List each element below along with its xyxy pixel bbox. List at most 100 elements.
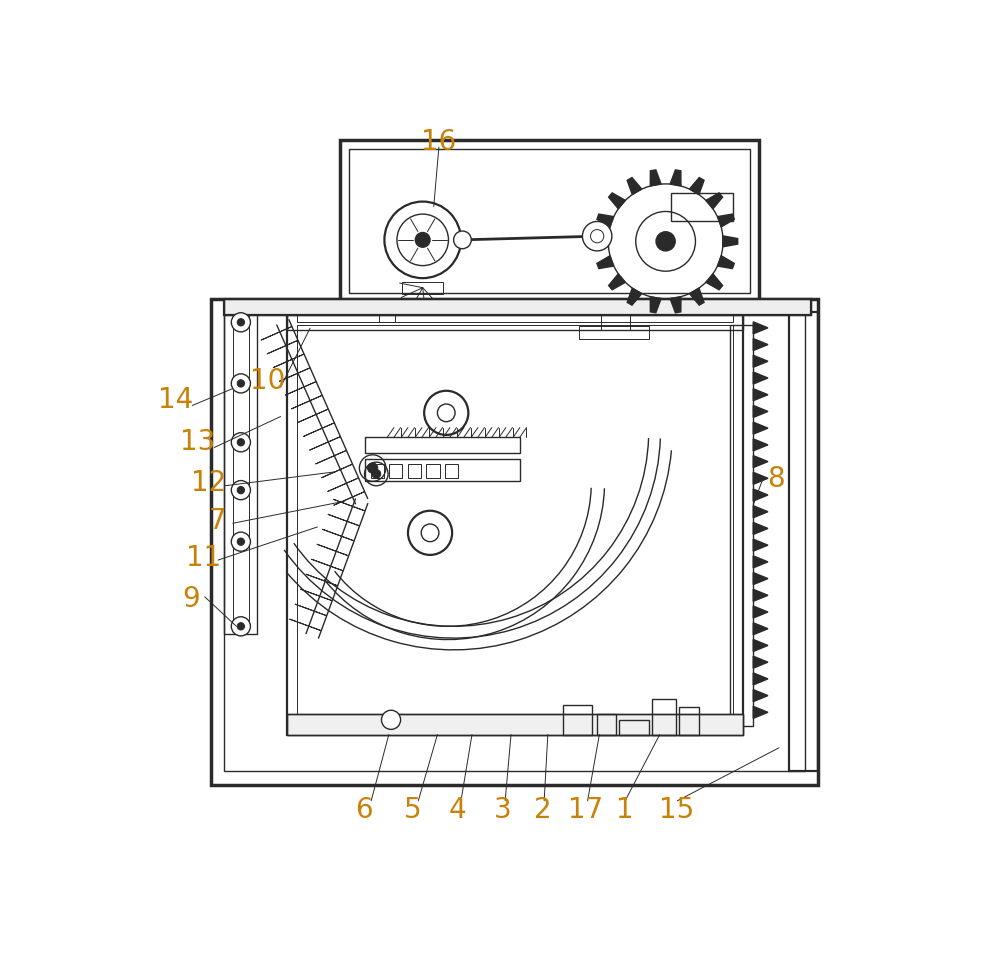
Bar — [730, 324, 753, 726]
Bar — [601, 308, 630, 330]
Text: 12: 12 — [191, 468, 226, 497]
Polygon shape — [753, 673, 768, 684]
Bar — [365, 437, 520, 453]
Polygon shape — [594, 236, 608, 247]
Text: 14: 14 — [158, 386, 193, 414]
Circle shape — [231, 374, 250, 393]
Bar — [224, 309, 257, 634]
Polygon shape — [334, 491, 365, 506]
Bar — [579, 326, 649, 339]
Polygon shape — [753, 423, 768, 434]
Polygon shape — [306, 575, 338, 586]
Polygon shape — [753, 439, 768, 451]
Text: 8: 8 — [767, 466, 785, 493]
Circle shape — [237, 487, 245, 494]
Circle shape — [237, 380, 245, 387]
Bar — [408, 464, 421, 478]
Polygon shape — [753, 405, 768, 418]
Polygon shape — [291, 396, 322, 409]
Circle shape — [381, 710, 401, 729]
Bar — [789, 312, 818, 771]
Polygon shape — [650, 296, 661, 313]
Circle shape — [237, 439, 245, 446]
Polygon shape — [295, 604, 327, 616]
Polygon shape — [261, 327, 292, 340]
Polygon shape — [597, 214, 614, 227]
Polygon shape — [753, 656, 768, 668]
Bar — [671, 193, 733, 222]
Polygon shape — [753, 338, 768, 351]
Text: 4: 4 — [448, 796, 466, 824]
Bar — [402, 282, 443, 293]
Text: 2: 2 — [534, 796, 551, 824]
Circle shape — [454, 231, 471, 249]
Polygon shape — [328, 514, 360, 526]
Bar — [371, 464, 384, 478]
Bar — [224, 299, 811, 315]
Bar — [297, 314, 733, 322]
Polygon shape — [627, 178, 642, 195]
Bar — [349, 148, 750, 293]
Circle shape — [582, 222, 612, 250]
Polygon shape — [650, 170, 661, 186]
Bar — [563, 706, 592, 734]
Circle shape — [237, 318, 245, 326]
Polygon shape — [753, 489, 768, 501]
Text: 6: 6 — [355, 796, 373, 824]
Bar — [224, 312, 805, 771]
Polygon shape — [322, 530, 354, 541]
Polygon shape — [753, 706, 768, 718]
Circle shape — [231, 313, 250, 332]
Polygon shape — [289, 619, 321, 631]
Text: 13: 13 — [180, 428, 215, 456]
Polygon shape — [753, 322, 768, 334]
Polygon shape — [753, 472, 768, 485]
Polygon shape — [300, 589, 332, 600]
Polygon shape — [753, 573, 768, 585]
Bar — [619, 720, 649, 734]
Bar — [287, 308, 743, 330]
Bar — [297, 325, 733, 725]
Polygon shape — [285, 381, 316, 395]
Polygon shape — [317, 544, 349, 555]
Polygon shape — [609, 193, 625, 208]
Polygon shape — [267, 340, 298, 354]
Text: 9: 9 — [182, 585, 200, 613]
Polygon shape — [303, 423, 334, 437]
Polygon shape — [723, 236, 738, 247]
Polygon shape — [273, 354, 304, 368]
Polygon shape — [753, 506, 768, 518]
Bar — [211, 299, 818, 785]
Text: 15: 15 — [659, 796, 694, 824]
Polygon shape — [328, 478, 359, 491]
Polygon shape — [333, 499, 365, 511]
Circle shape — [237, 538, 245, 545]
Polygon shape — [717, 255, 734, 269]
Bar — [445, 464, 458, 478]
Polygon shape — [753, 689, 768, 702]
Circle shape — [367, 463, 378, 473]
Text: 11: 11 — [186, 544, 221, 572]
Polygon shape — [753, 539, 768, 552]
Bar — [426, 464, 440, 478]
Polygon shape — [753, 622, 768, 635]
Polygon shape — [322, 464, 353, 478]
Bar — [679, 706, 699, 734]
Polygon shape — [717, 214, 734, 227]
Text: 1: 1 — [616, 796, 633, 824]
Bar — [287, 714, 743, 734]
Text: 3: 3 — [494, 796, 512, 824]
Polygon shape — [689, 178, 704, 195]
Polygon shape — [753, 522, 768, 534]
Text: 17: 17 — [568, 796, 604, 824]
Bar — [389, 464, 402, 478]
Bar — [224, 299, 811, 315]
Text: 5: 5 — [404, 796, 422, 824]
Polygon shape — [309, 437, 340, 450]
Circle shape — [237, 622, 245, 630]
Polygon shape — [753, 389, 768, 401]
Circle shape — [372, 469, 381, 478]
Text: 16: 16 — [421, 128, 457, 156]
Bar — [379, 306, 395, 322]
Circle shape — [231, 481, 250, 500]
